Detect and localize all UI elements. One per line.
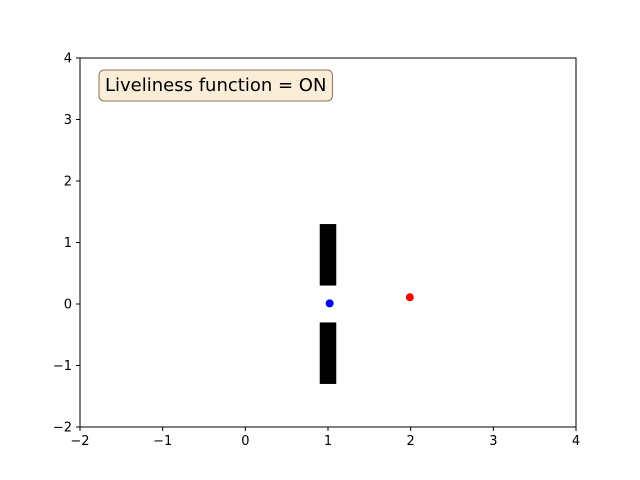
x-tick-label: 0 <box>241 434 249 449</box>
y-tick-label: 0 <box>64 298 72 313</box>
x-tick-label: 2 <box>407 434 415 449</box>
points <box>325 293 414 308</box>
x-tick-label: 4 <box>572 434 580 449</box>
x-tick-label: 3 <box>489 434 497 449</box>
y-axis: −2 −1 0 1 2 3 4 <box>53 52 80 436</box>
y-tick-label: −2 <box>53 421 72 436</box>
obstacle-1 <box>319 224 337 286</box>
obstacles <box>319 224 337 384</box>
y-tick-label: 1 <box>64 236 72 251</box>
annotation-background <box>99 70 333 101</box>
x-axis: −2 −1 0 1 2 3 4 <box>70 427 580 449</box>
obstacle-2 <box>319 322 337 384</box>
point-2 <box>405 293 414 302</box>
y-tick-label: −1 <box>53 359 72 374</box>
annotation-text: Liveliness function = ON <box>105 75 326 96</box>
annotation-box: Liveliness function = ON <box>98 69 333 102</box>
y-tick-label: 4 <box>64 52 72 67</box>
x-tick-label: −1 <box>153 434 172 449</box>
x-tick-label: 1 <box>324 434 332 449</box>
y-tick-label: 2 <box>64 175 72 190</box>
x-tick-label: −2 <box>70 434 89 449</box>
point-1 <box>325 299 334 308</box>
annotation-border <box>98 69 333 102</box>
y-tick-label: 3 <box>64 113 72 128</box>
